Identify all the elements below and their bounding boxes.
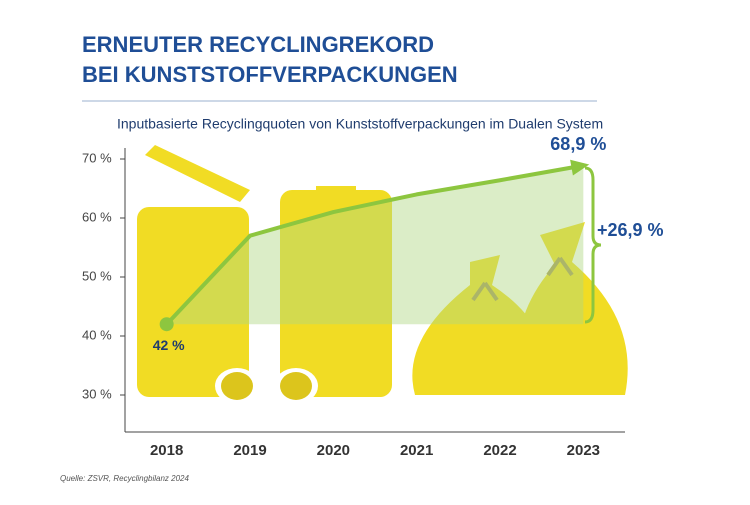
line [165, 163, 584, 326]
start-point [159, 317, 174, 332]
arrow-head [570, 159, 590, 176]
annotation: +26,9 % [597, 220, 664, 240]
x-tick-label: 2019 [233, 442, 266, 459]
x-tick-label: 2020 [317, 442, 350, 459]
y-tick-label: 70 % [82, 150, 112, 165]
x-tick-label: 2018 [150, 442, 183, 459]
y-tick-label: 50 % [82, 268, 112, 283]
decoration [471, 256, 574, 302]
value-label: 68,9 % [550, 134, 606, 154]
x-tick-label: 2021 [400, 442, 433, 459]
y-tick-label: 60 % [82, 209, 112, 224]
area [166, 165, 584, 325]
y-tick-label: 40 % [82, 327, 112, 342]
chart-subtitle: Inputbasierte Recyclingquoten von Kunsts… [117, 116, 603, 132]
y-tick-label: 30 % [82, 386, 112, 401]
chart-title: ERNEUTER RECYCLINGREKORD [82, 32, 434, 57]
brace [584, 166, 602, 324]
x-tick-label: 2023 [567, 442, 600, 459]
chart-title: BEI KUNSTSTOFFVERPACKUNGEN [82, 62, 458, 87]
decoration [137, 145, 628, 404]
x-tick-label: 2022 [483, 442, 516, 459]
value-label: 42 % [153, 337, 185, 353]
source: Quelle: ZSVR, Recyclingbilanz 2024 [60, 474, 190, 483]
